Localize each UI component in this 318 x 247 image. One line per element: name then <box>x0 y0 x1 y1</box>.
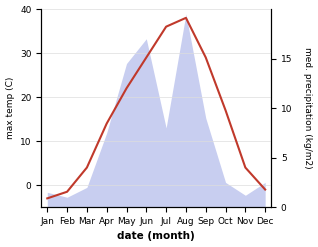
X-axis label: date (month): date (month) <box>117 231 195 242</box>
Y-axis label: med. precipitation (kg/m2): med. precipitation (kg/m2) <box>303 47 313 169</box>
Y-axis label: max temp (C): max temp (C) <box>5 77 15 139</box>
